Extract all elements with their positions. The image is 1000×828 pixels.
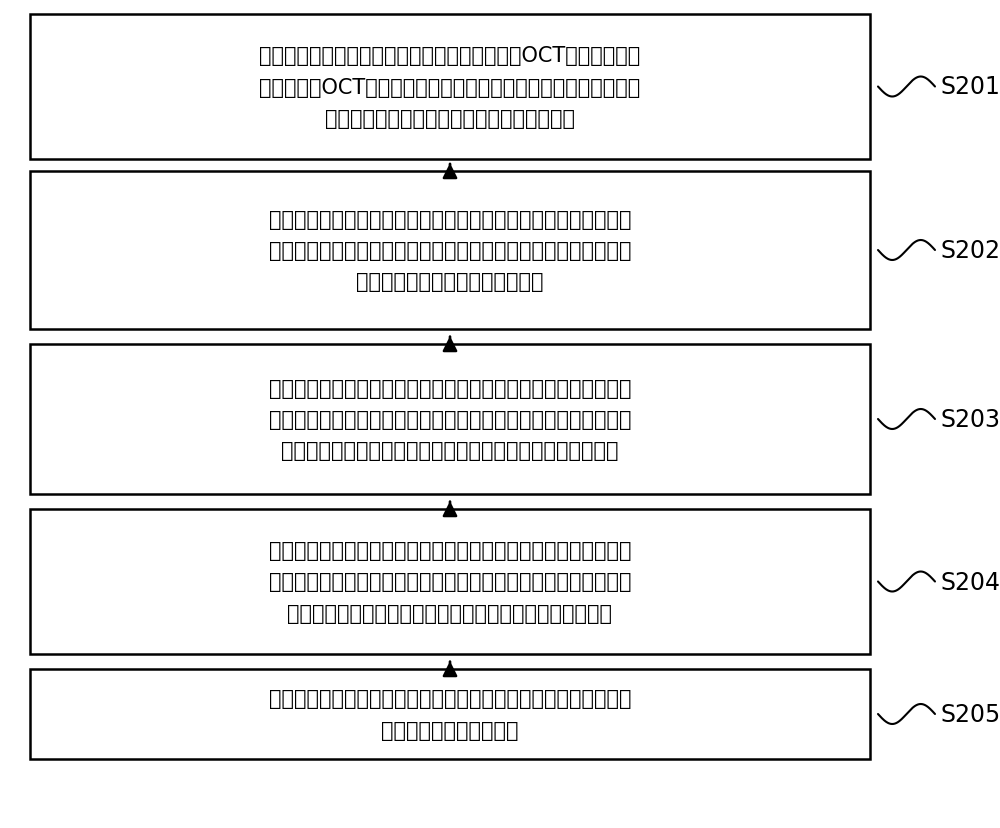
Text: S204: S204	[940, 570, 1000, 594]
Text: 利用相位图训练集和对应的血流区域的标签集，迭代训练建立的第: 利用相位图训练集和对应的血流区域的标签集，迭代训练建立的第	[269, 541, 631, 561]
Bar	[30, 171, 870, 330]
Text: 二基础全卷积神经网络，并利用相位图测试集，对训练完成的第二: 二基础全卷积神经网络，并利用相位图测试集，对训练完成的第二	[269, 572, 631, 592]
Text: S202: S202	[940, 238, 1000, 262]
Text: 对强度图训练集中的强度图分别进行标注，获取血管壁轮廓的标签: 对强度图训练集中的强度图分别进行标注，获取血管壁轮廓的标签	[269, 209, 631, 229]
Text: 进行标注，获取血流区域的标签集: 进行标注，获取血流区域的标签集	[356, 272, 544, 291]
Text: 血管多普勒OCT相位图进行预处理，分别获取强度图训练集和相位: 血管多普勒OCT相位图进行预处理，分别获取强度图训练集和相位	[259, 77, 641, 98]
Text: 一基础全卷积神经网络进行测试，获取第一级全卷积神经网络: 一基础全卷积神经网络进行测试，获取第一级全卷积神经网络	[281, 440, 619, 460]
Text: 将第一级全卷积神经网络与第二级全卷积神经网络进行级联，获取: 将第一级全卷积神经网络与第二级全卷积神经网络进行级联，获取	[269, 689, 631, 709]
Bar	[30, 669, 870, 759]
Text: S203: S203	[940, 407, 1000, 431]
Text: 图训练集，以及强度图测试集和相位图测试集: 图训练集，以及强度图测试集和相位图测试集	[325, 108, 575, 128]
Text: S201: S201	[940, 75, 1000, 99]
Bar	[30, 15, 870, 160]
Text: 采用二次插值法，对一定数量的样本血管多普勒OCT强度图和样本: 采用二次插值法，对一定数量的样本血管多普勒OCT强度图和样本	[259, 46, 641, 66]
Text: S205: S205	[940, 702, 1000, 726]
Text: 集，并基于血管壁轮廓的标签集，对相位图训练集中的相位图分别: 集，并基于血管壁轮廓的标签集，对相位图训练集中的相位图分别	[269, 241, 631, 261]
Bar	[30, 344, 870, 494]
Text: 利用强度图训练集和对应的血管壁轮廓的标签集，迭代训练建立的: 利用强度图训练集和对应的血管壁轮廓的标签集，迭代训练建立的	[269, 378, 631, 398]
Bar	[30, 509, 870, 654]
Text: 第一基础全卷积神经网络，并利用强度图测试集，对训练完成的第: 第一基础全卷积神经网络，并利用强度图测试集，对训练完成的第	[269, 410, 631, 430]
Text: 级联全卷积神经网络模型: 级联全卷积神经网络模型	[381, 720, 519, 739]
Text: 基础全卷积神经网络进行测试，获取第二级全卷积神经网络: 基础全卷积神经网络进行测试，获取第二级全卷积神经网络	[288, 603, 612, 623]
